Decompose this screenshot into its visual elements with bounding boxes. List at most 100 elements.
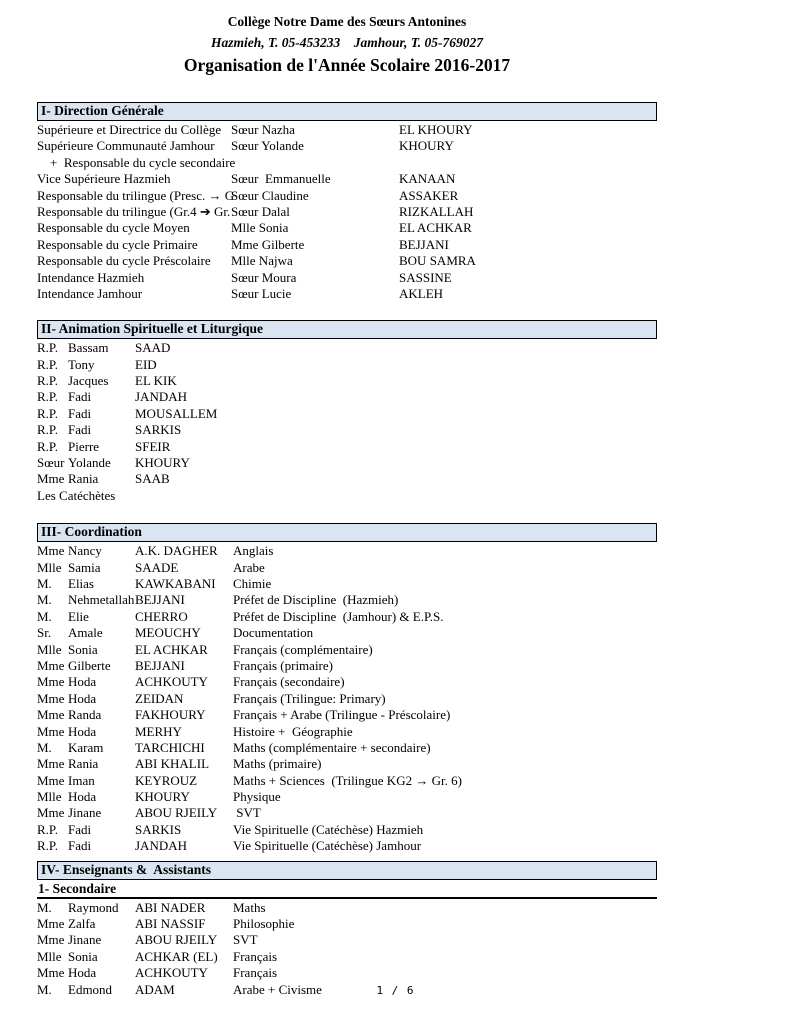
document-header: Collège Notre Dame des Sœurs Antonines H… <box>37 0 657 75</box>
table-cell: Hoda <box>68 690 97 706</box>
table-cell: M. <box>37 592 52 608</box>
table-cell: R.P. <box>37 438 58 454</box>
table-cell: Sr. <box>37 625 52 641</box>
table-cell: Sœur Nazha <box>231 122 295 137</box>
section-header-bar: I- Direction Générale <box>37 102 657 121</box>
table-cell: Français (primaire) <box>233 657 333 673</box>
table-cell: SAAD <box>135 340 171 356</box>
table-cell: + Responsable du cycle secondaire <box>37 154 236 170</box>
table-cell: Amale <box>68 625 103 641</box>
table-cell: ABI NADER <box>135 899 206 915</box>
section-animation-spirituelle: II- Animation Spirituelle et Liturgique … <box>37 320 657 504</box>
table-row: R.P. Tony EID <box>37 357 657 373</box>
table-cell: CHERRO <box>135 608 188 624</box>
table-cell: ADAM <box>135 981 175 997</box>
table-cell: ACHKOUTY <box>135 674 208 690</box>
table-row: Sœur Yolande KHOURY <box>37 455 657 471</box>
table-cell: ACHKAR (EL) <box>135 948 218 964</box>
table-cell: MOUSALLEM <box>135 405 218 421</box>
table-row: Mme Jinane ABOU RJEILY SVT <box>37 805 657 821</box>
table-row: Mme Zalfa ABI NASSIF Philosophie <box>37 916 657 932</box>
section-table: M. Raymond ABI NADER Maths Mme Zalfa ABI NASSI… <box>37 899 657 998</box>
table-cell: R.P. <box>37 356 58 372</box>
table-row: R.P. Bassam SAAD <box>37 340 657 356</box>
table-cell: Maths <box>233 899 266 915</box>
table-row: Mme Rania ABI KHALIL Maths (primaire) <box>37 756 657 772</box>
table-row: M. Elie CHERRO Préfet de Discipline (Jamhou… <box>37 609 657 625</box>
table-cell: Jacques <box>68 373 109 389</box>
table-cell: Sœur Claudine <box>231 187 309 203</box>
table-cell: Nancy <box>68 543 102 559</box>
table-row: Mme Nancy A.K. DAGHER Anglais <box>37 543 657 559</box>
table-row: Supérieure et Directrice du Collège Sœur … <box>37 122 657 138</box>
table-row: Mlle Hoda KHOURY Physique <box>37 789 657 805</box>
table-cell: Mme <box>37 756 65 772</box>
table-cell: Intendance Hazmieh <box>37 269 145 285</box>
table-cell: Fadi <box>68 389 92 405</box>
table-cell: Randa <box>68 707 102 723</box>
page-title: Organisation de l'Année Scolaire 2016-20… <box>183 55 511 75</box>
table-cell: Documentation <box>233 625 314 641</box>
table-cell: Elias <box>68 575 94 591</box>
table-cell: R.P. <box>37 422 58 438</box>
table-cell <box>399 155 657 171</box>
table-row: Mme Rania SAAB <box>37 471 657 487</box>
table-cell: Responsable du cycle Préscolaire <box>37 253 211 269</box>
table-row: Responsable du trilingue (Gr.4 ➔ Gr. Sœur… <box>37 204 657 220</box>
table-cell: TARCHICHI <box>135 739 205 755</box>
table-cell: M. <box>37 981 52 997</box>
table-cell: Responsable du cycle Moyen <box>37 220 190 236</box>
table-cell: EL KHOURY <box>399 122 473 137</box>
table-row: Sr. Amale MEOUCHY Documentation <box>37 625 657 641</box>
table-cell: JANDAH <box>135 389 187 405</box>
table-row: R.P. Fadi SARKIS Vie Spirituelle (Catéchèse… <box>37 822 657 838</box>
table-cell: Français <box>233 965 278 981</box>
table-cell: BOU SAMRA <box>399 253 476 269</box>
table-row: R.P. Fadi JANDAH <box>37 389 657 405</box>
table-cell: SAAB <box>135 471 170 487</box>
table-cell: MEOUCHY <box>135 625 201 641</box>
table-cell: ACHKOUTY <box>135 965 208 981</box>
table-row: M. Raymond ABI NADER Maths <box>37 900 657 916</box>
table-cell: Français (Trilingue: Primary) <box>233 690 386 706</box>
table-row: Vice Supérieure Hazmieh Sœur Emmanuelle KA… <box>37 171 657 187</box>
table-cell: JANDAH <box>135 838 187 854</box>
table-cell: M. <box>37 899 52 915</box>
table-cell: Mlle <box>37 559 62 575</box>
table-cell: Mme <box>37 723 65 739</box>
table-cell: Supérieure Communauté Jamhour <box>37 138 215 154</box>
table-cell: Raymond <box>68 899 119 915</box>
table-cell: KHOURY <box>135 455 190 471</box>
table-cell: KANAAN <box>399 171 456 187</box>
section-table: R.P. Bassam SAAD R.P. Tony EID R.P. Jacques EL K… <box>37 339 657 504</box>
table-cell: Mme <box>37 932 65 948</box>
table-cell: R.P. <box>37 340 58 356</box>
table-cell: Maths (complémentaire + secondaire) <box>233 739 431 755</box>
table-cell: KHOURY <box>135 789 190 805</box>
table-cell: Hoda <box>68 965 97 981</box>
table-row: Les Catéchètes <box>37 488 657 504</box>
section-header-bar: II- Animation Spirituelle et Liturgique <box>37 320 657 340</box>
table-cell: Nehmetallah <box>68 592 135 608</box>
table-row: Mme Jinane ABOU RJEILY SVT <box>37 932 657 948</box>
table-cell: Edmond <box>68 981 113 997</box>
table-cell: Mme <box>37 657 65 673</box>
table-cell: AKLEH <box>399 285 444 301</box>
contact-phone-line: Hazmieh, T. 05-453233 Jamhour, T. 05-769… <box>210 35 484 50</box>
school-name: Collège Notre Dame des Sœurs Antonines <box>227 14 467 29</box>
table-row: Intendance Jamhour Sœur Lucie AKLEH <box>37 286 657 302</box>
table-cell: Mlle Sonia <box>231 220 289 236</box>
table-row: Mlle Sonia ACHKAR (EL) Français <box>37 949 657 965</box>
table-cell: Mlle <box>37 641 62 657</box>
table-cell: Sœur Yolande <box>231 138 304 154</box>
table-cell: ZEIDAN <box>135 690 184 706</box>
table-cell: Chimie <box>233 575 272 591</box>
subsection-header-secondaire: 1- Secondaire <box>37 880 657 899</box>
table-row: Responsable du cycle Moyen Mlle Sonia EL A… <box>37 220 657 236</box>
table-row: Mme Hoda ACHKOUTY Français <box>37 965 657 981</box>
table-cell: Fadi <box>68 422 92 438</box>
table-cell: Sœur <box>37 455 65 471</box>
table-cell: ABOU RJEILY <box>135 932 218 948</box>
table-row: R.P. Jacques EL KIK <box>37 373 657 389</box>
table-cell: Sœur Moura <box>231 269 297 285</box>
